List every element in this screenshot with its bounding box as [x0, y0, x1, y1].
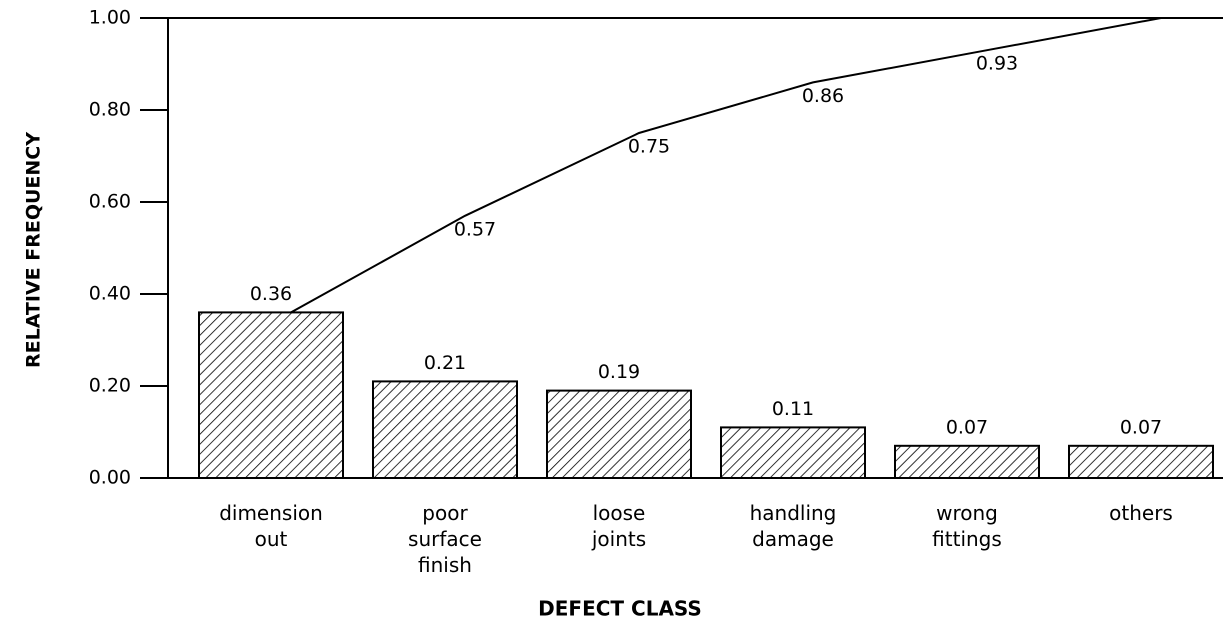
x-tick-label: wrong fittings [932, 501, 1002, 551]
bar-value-label: 0.07 [1120, 416, 1162, 438]
y-tick-label: 0.80 [89, 99, 131, 121]
x-tick-label: poor surface finish [408, 501, 482, 577]
y-tick-label: 0.60 [89, 191, 131, 213]
bar [198, 311, 344, 479]
cumulative-line [290, 17, 1162, 314]
bar-value-label: 0.21 [424, 352, 466, 374]
y-tick-label: 0.20 [89, 375, 131, 397]
y-tick-label: 0.00 [89, 467, 131, 489]
cumulative-label: 0.57 [454, 218, 496, 240]
x-tick-label: others [1109, 501, 1173, 525]
y-tick-label: 0.40 [89, 283, 131, 305]
bar [372, 380, 518, 479]
y-tick-label: 1.00 [89, 7, 131, 29]
bar [894, 444, 1040, 479]
x-axis-label: DEFECT CLASS [538, 597, 702, 621]
bar [1068, 444, 1214, 479]
bar [546, 389, 692, 480]
bar-value-label: 0.36 [250, 283, 292, 305]
bar-value-label: 0.07 [946, 416, 988, 438]
x-tick-label: dimension out [219, 501, 323, 551]
cumulative-label: 0.93 [976, 53, 1018, 75]
cumulative-label: 0.86 [802, 85, 844, 107]
bar-value-label: 0.19 [598, 361, 640, 383]
bar [720, 426, 866, 479]
y-axis-label: RELATIVE FREQUENCY [23, 132, 45, 368]
x-tick-label: loose joints [591, 501, 647, 551]
bar-value-label: 0.11 [772, 398, 814, 420]
x-tick-label: handling damage [749, 501, 837, 551]
cumulative-label: 0.75 [628, 136, 670, 158]
